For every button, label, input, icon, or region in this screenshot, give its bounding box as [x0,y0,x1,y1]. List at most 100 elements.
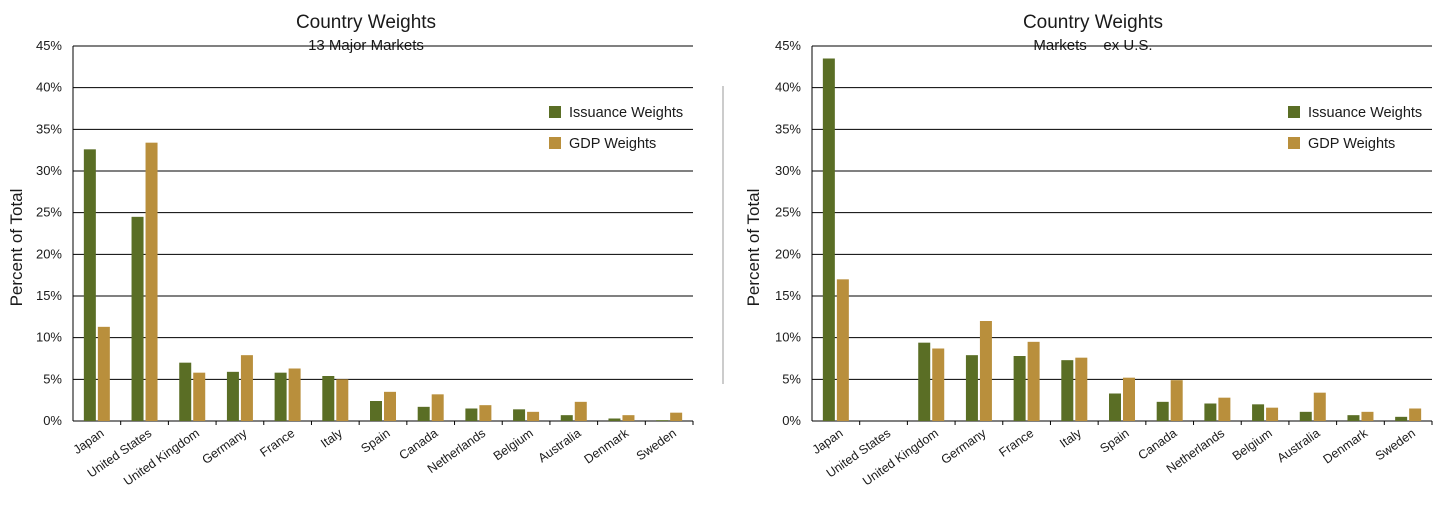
x-tick-label: Spain [1097,426,1131,456]
bar-gdp [1027,341,1040,421]
bar-gdp [384,391,396,421]
bar-gdp [574,401,587,421]
bar-issuance [1061,360,1074,421]
bar-gdp [288,368,301,421]
x-tick-label: Sweden [1373,426,1418,463]
bar-issuance [226,371,239,421]
bar-issuance [322,376,335,421]
bar-gdp [193,372,206,421]
bar-gdp [1075,357,1088,421]
legend-label: Issuance Weights [1308,105,1422,121]
y-tick-label: 20% [36,246,62,261]
bar-issuance [370,401,382,421]
bar-issuance [1299,411,1312,421]
legend-label: GDP Weights [1308,136,1395,152]
bar-gdp [1218,397,1231,421]
y-tick-label: 25% [775,205,801,220]
x-tick-label: Spain [358,426,392,456]
legend-swatch-gdp [549,137,561,149]
bar-issuance [608,418,621,421]
bar-issuance [822,58,835,421]
bar-gdp [240,355,253,421]
bar-gdp [1123,377,1135,421]
y-tick-label: 0% [782,413,801,428]
x-tick-label: Germany [200,426,251,467]
y-tick-label: 20% [775,246,801,261]
x-tick-label: Germany [939,426,990,467]
bar-issuance [1252,404,1265,421]
x-tick-label: Belgium [1230,426,1275,463]
x-tick-label: Italy [1057,426,1084,451]
y-axis-label: Percent of Total [744,189,763,307]
x-tick-label: Denmark [582,426,632,467]
x-tick-label: Canada [1136,426,1180,463]
y-tick-label: 5% [43,371,62,386]
y-tick-label: 15% [36,288,62,303]
bar-issuance [965,355,978,421]
y-tick-label: 25% [36,205,62,220]
bar-issuance [465,408,478,421]
bar-gdp [670,412,683,421]
bar-gdp [979,321,992,421]
chart-title: Country Weights [1023,12,1163,33]
legend-swatch-issuance [1288,106,1300,118]
bar-issuance [179,362,192,421]
legend-label: Issuance Weights [569,105,683,121]
x-tick-label: France [996,426,1036,460]
bar-issuance [417,406,430,421]
bar-issuance [1109,393,1121,421]
legend: Issuance Weights GDP Weights [549,105,683,152]
bar-issuance [1013,356,1026,421]
bar-issuance [656,420,669,421]
y-tick-label: 45% [36,38,62,53]
y-tick-label: 15% [775,288,801,303]
bar-issuance [83,149,96,422]
chart-title: Country Weights [296,12,436,33]
bar-issuance [1347,415,1360,421]
x-tick-label: Sweden [634,426,679,463]
y-tick-label: 40% [36,80,62,95]
bar-issuance [1395,416,1408,421]
x-tick-label: Belgium [491,426,536,463]
bar-gdp [622,415,635,421]
bar-gdp [1313,392,1326,421]
bar-gdp [1409,408,1422,421]
y-tick-label: 10% [36,330,62,345]
bar-issuance [560,415,573,421]
legend: Issuance Weights GDP Weights [1288,105,1422,152]
bar-issuance [131,216,144,421]
bar-gdp [431,394,444,421]
y-tick-label: 0% [43,413,62,428]
bar-gdp [479,405,492,421]
y-tick-label: 35% [775,121,801,136]
x-tick-label: Denmark [1321,426,1371,467]
bar-gdp [527,411,540,421]
bar-gdp [836,279,849,421]
y-tick-label: 5% [782,371,801,386]
legend-swatch-issuance [549,106,561,118]
bar-gdp [1361,411,1374,421]
legend-label: GDP Weights [569,136,656,152]
y-tick-label: 30% [36,163,62,178]
bar-issuance [274,372,287,421]
legend-swatch-gdp [1288,137,1300,149]
bar-gdp [1170,380,1183,421]
bar-gdp [1266,407,1279,421]
x-tick-label: Italy [318,426,345,451]
x-tick-label: Japan [71,426,107,457]
y-tick-label: 45% [775,38,801,53]
x-tick-label: Canada [397,426,441,463]
y-axis-label: Percent of Total [7,189,26,307]
bar-gdp [932,348,945,421]
bar-issuance [513,409,526,421]
bar-gdp [97,326,110,421]
bar-issuance [918,342,931,421]
x-tick-label: France [257,426,297,460]
x-tick-label: Australia [1275,426,1323,465]
bar-gdp [145,142,158,421]
x-tick-label: Australia [536,426,584,465]
x-tick-label: Japan [810,426,846,457]
